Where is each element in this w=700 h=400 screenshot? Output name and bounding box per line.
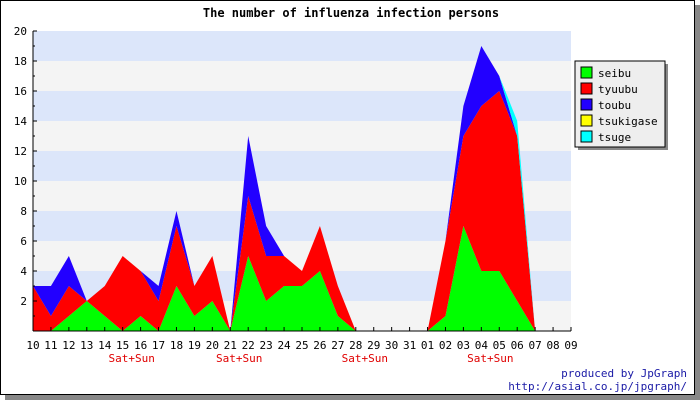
x-tick-label: 02 — [439, 339, 452, 352]
credit-line-1[interactable]: produced by JpGraph — [561, 367, 687, 380]
y-tick-label: 14 — [14, 115, 28, 128]
y-tick-label: 12 — [14, 145, 27, 158]
x-tick-label: 13 — [80, 339, 93, 352]
x-tick-label: 05 — [493, 339, 506, 352]
y-tick-label: 16 — [14, 85, 27, 98]
x-tick-label: 27 — [331, 339, 344, 352]
x-tick-label: 31 — [403, 339, 416, 352]
y-tick-label: 10 — [14, 175, 27, 188]
x-tick-label: 09 — [564, 339, 577, 352]
x-tick-label: 19 — [188, 339, 201, 352]
x-tick-label: 26 — [313, 339, 326, 352]
legend-swatch-seibu — [580, 66, 593, 79]
x-tick-label: 22 — [242, 339, 255, 352]
x-tick-label: 17 — [152, 339, 165, 352]
y-tick-label: 18 — [14, 55, 27, 68]
legend-swatch-tsukigase — [580, 114, 593, 127]
legend: seibu tyuubu toubu tsukigase tsuge — [574, 60, 668, 150]
x-tick-label: 06 — [511, 339, 524, 352]
legend-label-seibu: seibu — [598, 67, 631, 80]
x-tick-label: 21 — [224, 339, 237, 352]
weekend-label: Sat+Sun — [108, 352, 154, 365]
x-tick-label: 23 — [260, 339, 273, 352]
x-tick-label: 14 — [98, 339, 112, 352]
legend-label-toubu: toubu — [598, 99, 631, 112]
legend-label-tsukigase: tsukigase — [598, 115, 658, 128]
x-tick-label: 24 — [277, 339, 291, 352]
y-tick-label: 20 — [14, 25, 27, 38]
legend-swatch-tyuubu — [580, 82, 593, 95]
x-tick-label: 12 — [62, 339, 75, 352]
y-axis-ticks: 2 4 6 8 10 12 14 16 18 20 — [14, 25, 37, 317]
x-tick-label: 04 — [475, 339, 489, 352]
y-tick-label: 4 — [20, 265, 27, 278]
chart-title: The number of influenza infection person… — [203, 6, 499, 20]
series-area-seibu — [33, 226, 571, 331]
x-tick-label: 03 — [457, 339, 470, 352]
x-tick-label: 15 — [116, 339, 129, 352]
x-tick-label: 20 — [206, 339, 219, 352]
x-tick-label: 28 — [349, 339, 362, 352]
y-tick-label: 2 — [20, 295, 27, 308]
series-area-tyuubu — [33, 91, 571, 331]
x-tick-label: 01 — [421, 339, 434, 352]
influenza-area-chart: The number of influenza infection person… — [14, 6, 687, 393]
x-tick-label: 10 — [26, 339, 39, 352]
stacked-areas — [33, 46, 571, 331]
series-area-toubu — [33, 46, 571, 331]
legend-swatch-tsuge — [580, 130, 593, 143]
y-tick-label: 8 — [20, 205, 27, 218]
legend-swatch-toubu — [580, 98, 593, 111]
x-axis-ticks: 10 11 12 13 14 15 16 17 18 19 20 21 22 23 24 25 26 27 28 29… — [26, 327, 578, 365]
x-tick-label: 18 — [170, 339, 183, 352]
weekend-label: Sat+Sun — [342, 352, 388, 365]
x-tick-label: 25 — [295, 339, 308, 352]
grid-band — [33, 31, 571, 61]
x-tick-label: 30 — [385, 339, 398, 352]
x-tick-label: 16 — [134, 339, 147, 352]
y-tick-label: 6 — [20, 235, 27, 248]
x-tick-label: 08 — [546, 339, 559, 352]
weekend-label: Sat+Sun — [216, 352, 262, 365]
legend-label-tyuubu: tyuubu — [598, 83, 638, 96]
legend-label-tsuge: tsuge — [598, 131, 631, 144]
x-tick-label: 29 — [367, 339, 380, 352]
weekend-label: Sat+Sun — [467, 352, 513, 365]
x-tick-label: 11 — [44, 339, 57, 352]
credit-line-2[interactable]: http://asial.co.jp/jpgraph/ — [508, 380, 687, 393]
x-tick-label: 07 — [529, 339, 542, 352]
